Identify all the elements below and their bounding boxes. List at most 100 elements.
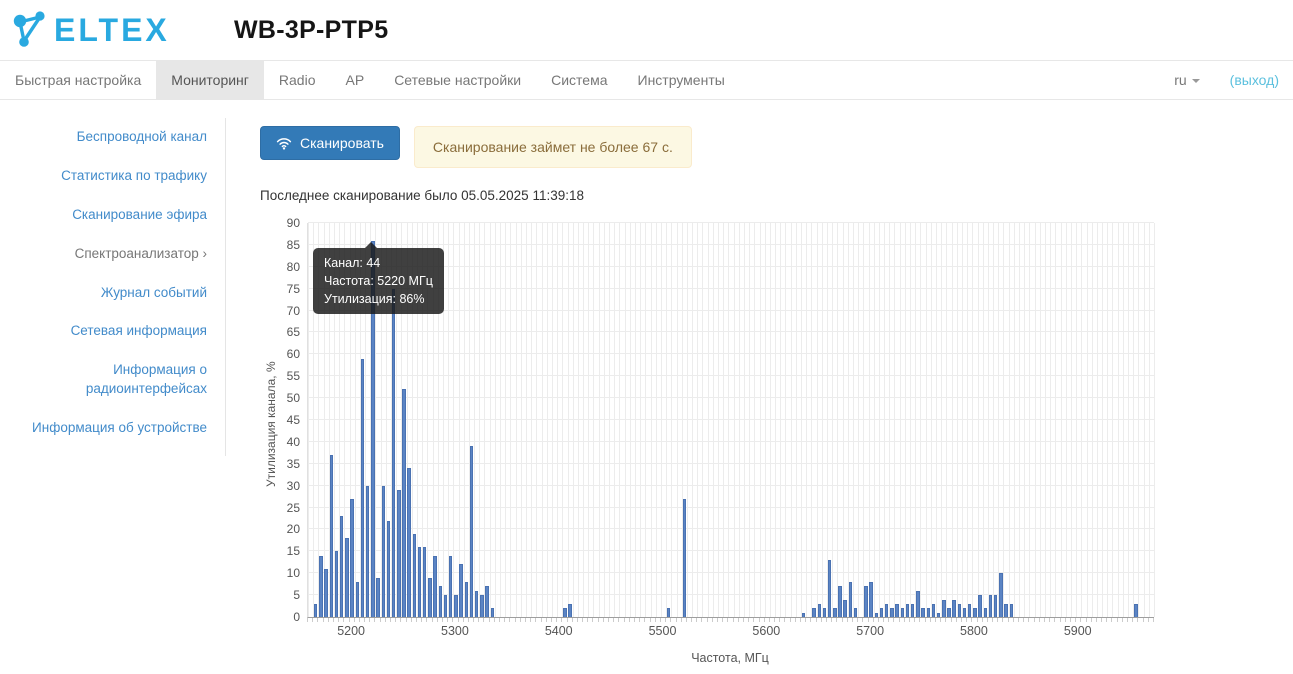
chart-bar[interactable]	[848, 581, 853, 617]
chart-bar[interactable]	[952, 599, 956, 617]
chart-bar[interactable]	[454, 595, 458, 617]
sidebar-item-event-log[interactable]: Журнал событий	[100, 284, 207, 300]
chart-bar[interactable]	[843, 599, 847, 617]
chart-bar[interactable]	[345, 538, 349, 617]
chart-bar[interactable]	[1009, 603, 1013, 617]
logout-link[interactable]: (выход)	[1229, 72, 1279, 88]
chart-bar[interactable]	[812, 608, 816, 617]
chart-bar[interactable]	[947, 608, 951, 617]
chart-bar[interactable]	[833, 608, 837, 617]
chart-bar[interactable]	[485, 586, 489, 617]
chart-bar[interactable]	[314, 603, 318, 617]
chart-bar[interactable]	[900, 608, 904, 617]
chart-bar[interactable]	[801, 612, 806, 617]
chart-bar[interactable]	[464, 581, 468, 617]
language-dropdown[interactable]: ru	[1174, 72, 1200, 88]
chart-bar[interactable]	[895, 603, 899, 617]
tab-quick-setup[interactable]: Быстрая настройка	[15, 72, 142, 88]
chart-bar[interactable]	[391, 288, 396, 617]
chart-bar[interactable]	[360, 358, 365, 617]
chart-bar[interactable]	[449, 555, 453, 617]
chart-bar[interactable]	[910, 603, 915, 617]
chart-bar[interactable]	[474, 590, 479, 617]
chart-bar[interactable]	[480, 595, 484, 617]
chart-bar[interactable]	[412, 533, 417, 617]
tab-ap[interactable]: AP	[345, 72, 365, 88]
chart-bar[interactable]	[417, 546, 422, 617]
sidebar-item-wireless-channel[interactable]: Беспроводной канал	[76, 129, 207, 144]
chart-bar[interactable]	[879, 608, 884, 617]
tab-radio[interactable]: Radio	[278, 72, 316, 88]
chart-bar[interactable]	[993, 595, 998, 617]
chart-bar[interactable]	[490, 608, 494, 617]
scan-button[interactable]: Сканировать	[260, 126, 400, 160]
chart-bar[interactable]	[340, 516, 344, 617]
chart-bar[interactable]	[936, 612, 941, 617]
sidebar-item-network-info[interactable]: Сетевая информация	[70, 323, 207, 339]
chart-bar[interactable]	[376, 577, 380, 617]
chart-bar[interactable]	[864, 586, 868, 617]
chart-bar[interactable]	[407, 468, 411, 617]
chart-bar[interactable]	[838, 586, 842, 617]
sidebar-item-spectrum-analyzer[interactable]: Спектроанализатор ›	[74, 245, 207, 261]
chart-bar[interactable]	[682, 498, 686, 617]
chart-bar[interactable]	[999, 573, 1003, 617]
chart-bar[interactable]	[1004, 603, 1008, 617]
v-gridline	[562, 223, 564, 617]
chart-bar[interactable]	[942, 599, 946, 617]
chart-bar[interactable]	[905, 603, 910, 617]
chart-bar[interactable]	[827, 560, 832, 617]
chart-bar[interactable]	[983, 608, 988, 617]
chart-bar[interactable]	[438, 586, 443, 617]
chart-bar[interactable]	[371, 240, 375, 617]
chart-bar[interactable]	[469, 446, 474, 617]
chart-bar[interactable]	[334, 551, 339, 617]
chart-bar[interactable]	[988, 595, 993, 617]
chart-bar[interactable]	[381, 485, 385, 617]
chart-bar[interactable]	[853, 608, 858, 617]
chart-bar[interactable]	[822, 608, 827, 617]
chart-bar[interactable]	[978, 595, 982, 617]
chart-bar[interactable]	[890, 608, 894, 617]
chart-bar[interactable]	[916, 590, 920, 617]
chart-bar[interactable]	[324, 568, 328, 617]
chart-bar[interactable]	[874, 612, 879, 617]
chart-bar[interactable]	[397, 490, 401, 617]
chart-bar[interactable]	[319, 555, 323, 617]
chart-bar[interactable]	[968, 603, 972, 617]
chart-bar[interactable]	[563, 608, 567, 617]
chart-bar[interactable]	[817, 603, 821, 617]
sidebar-item-traffic-stats[interactable]: Статистика по трафику	[61, 167, 207, 183]
sidebar-item-air-scan[interactable]: Сканирование эфира	[72, 206, 207, 222]
chart-bar[interactable]	[884, 603, 889, 617]
tab-network-settings[interactable]: Сетевые настройки	[394, 72, 522, 88]
chart-bar[interactable]	[443, 595, 448, 617]
chart-bar[interactable]	[931, 603, 936, 617]
chart-bar[interactable]	[402, 389, 406, 617]
chart-bar[interactable]	[667, 608, 671, 617]
chart-bar[interactable]	[957, 603, 962, 617]
eltex-logo[interactable]: ELTEX	[10, 8, 186, 52]
chart-bar[interactable]	[329, 455, 334, 617]
chart-bar[interactable]	[568, 603, 572, 617]
chart-bar[interactable]	[921, 608, 925, 617]
chart-bar[interactable]	[350, 498, 354, 617]
chart-bar[interactable]	[926, 608, 930, 617]
sidebar-item-radio-interfaces-info[interactable]: Информация о радиоинтерфейсах	[85, 362, 207, 397]
chart-bar[interactable]	[869, 581, 873, 617]
chart-bar[interactable]	[973, 608, 977, 617]
chart-bar[interactable]	[433, 555, 437, 617]
chart-bar[interactable]	[962, 608, 967, 617]
chart-bar[interactable]	[1134, 603, 1138, 617]
chart-bar[interactable]	[365, 485, 370, 617]
chart-bar[interactable]	[428, 577, 432, 617]
chart-bar[interactable]	[459, 564, 463, 617]
sidebar-item-device-info[interactable]: Информация об устройстве	[32, 420, 207, 436]
chart-bar[interactable]	[386, 520, 391, 617]
chart-bar[interactable]	[423, 546, 427, 617]
chart-bar[interactable]	[355, 581, 360, 617]
tab-tools[interactable]: Инструменты	[637, 72, 725, 88]
tab-monitoring[interactable]: Мониторинг	[156, 61, 264, 99]
x-axis-minor-tick	[893, 618, 895, 622]
tab-system[interactable]: Система	[551, 72, 608, 88]
